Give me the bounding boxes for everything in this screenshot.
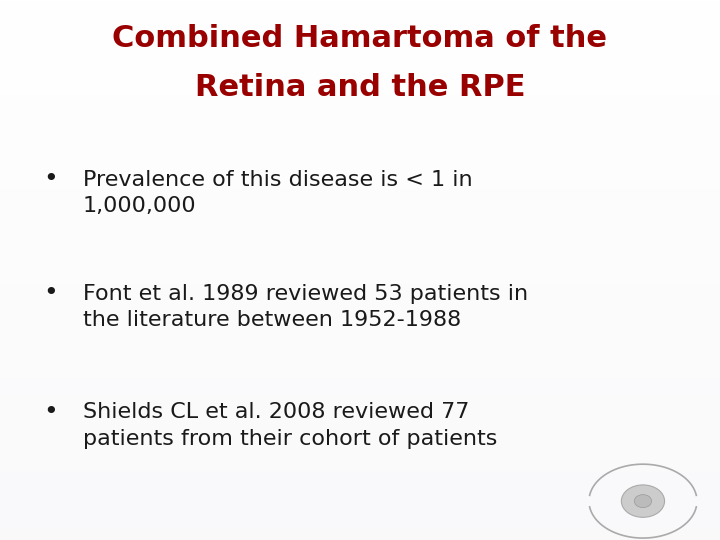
Text: Font et al. 1989 reviewed 53 patients in
the literature between 1952-1988: Font et al. 1989 reviewed 53 patients in… [83, 284, 528, 330]
Text: •: • [43, 281, 58, 305]
Text: Retina and the RPE: Retina and the RPE [194, 73, 526, 102]
Text: Prevalence of this disease is < 1 in
1,000,000: Prevalence of this disease is < 1 in 1,0… [83, 170, 472, 217]
Text: •: • [43, 400, 58, 423]
Text: Combined Hamartoma of the: Combined Hamartoma of the [112, 24, 608, 53]
Text: •: • [43, 167, 58, 191]
Circle shape [634, 495, 652, 508]
Text: Shields CL et al. 2008 reviewed 77
patients from their cohort of patients: Shields CL et al. 2008 reviewed 77 patie… [83, 402, 498, 449]
Circle shape [621, 485, 665, 517]
